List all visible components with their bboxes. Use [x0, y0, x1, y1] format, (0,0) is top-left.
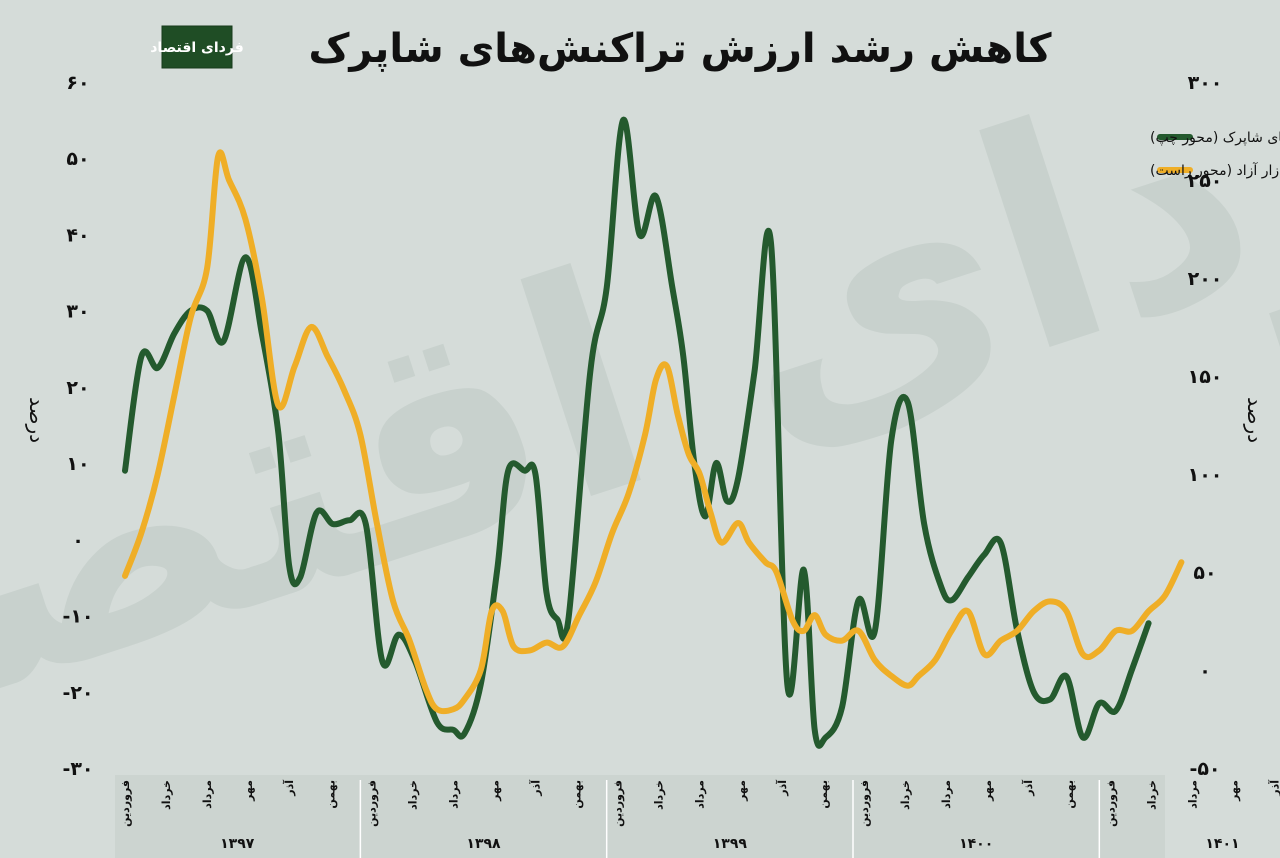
- series-line-shaparak: [122, 117, 1152, 749]
- left-tick-label: ۵۰: [66, 148, 89, 170]
- month-label: مهر: [981, 780, 994, 802]
- chart-title: کاهش رشد ارزش تراکنش‌های شاپرک: [308, 26, 1052, 72]
- month-label: آذر: [1267, 780, 1280, 797]
- right-tick-label: ۱۰۰: [1188, 464, 1223, 486]
- logo-text: فردای اقتصاد: [150, 40, 243, 56]
- month-label: مرداد: [694, 780, 707, 809]
- y-axis-label-left: درصد: [25, 397, 49, 443]
- month-label: خرداد: [899, 780, 912, 810]
- right-tick-label: ۰: [1199, 660, 1211, 682]
- month-label: مرداد: [940, 780, 953, 809]
- month-label: خرداد: [406, 780, 419, 810]
- right-tick-label: -۵۰: [1189, 758, 1220, 780]
- left-tick-label: ۲۰: [66, 377, 89, 399]
- month-label: مهر: [1227, 780, 1240, 802]
- month-label: مرداد: [201, 780, 214, 809]
- month-label: بهمن: [571, 780, 584, 809]
- right-tick-label: ۳۰۰: [1188, 72, 1223, 94]
- month-label: بهمن: [324, 780, 337, 809]
- month-label: آذر: [282, 780, 296, 797]
- logo: فردای اقتصاد: [150, 25, 244, 69]
- right-tick-label: ۲۰۰: [1188, 268, 1223, 290]
- month-label: فروردین: [365, 780, 378, 827]
- left-tick-label: ۶۰: [66, 72, 89, 94]
- year-label: ۱۴۰۱: [1205, 836, 1239, 852]
- month-label: فروردین: [119, 780, 132, 827]
- right-tick-label: ۱۵۰: [1188, 366, 1223, 388]
- left-tick-label: -۳۰: [62, 758, 93, 780]
- year-label: ۱۳۹۷: [220, 836, 255, 852]
- month-label: مرداد: [1186, 780, 1199, 809]
- month-label: بهمن: [1063, 780, 1076, 809]
- month-label: خرداد: [653, 780, 666, 810]
- legend-label: رشد سالانه ارزش حقیقی تراکنش‌های شاپرک (…: [1150, 130, 1280, 146]
- year-label: ۱۴۰۰: [959, 836, 993, 852]
- left-axis-ticks: ۶۰ ۵۰ ۴۰ ۳۰ ۲۰ ۱۰ ۰ -۱۰ -۲۰ -۳۰: [62, 72, 93, 780]
- left-tick-label: -۱۰: [62, 606, 93, 628]
- y-axis-label-right: درصد: [1243, 397, 1267, 443]
- year-labels: ۱۳۹۷ ۱۳۹۸ ۱۳۹۹ ۱۴۰۰ ۱۴۰۱: [220, 780, 1240, 858]
- left-tick-label: ۰: [72, 529, 84, 551]
- left-tick-label: ۱۰: [66, 453, 89, 475]
- month-label: خرداد: [160, 780, 173, 810]
- month-labels: فروردین خرداد مرداد مهر آذر بهمن فروردین خرداد م…: [119, 780, 1280, 827]
- month-label: فروردین: [612, 780, 625, 827]
- month-label: فروردین: [1104, 780, 1117, 827]
- month-label: آذر: [529, 780, 543, 797]
- series-group: [122, 117, 1185, 749]
- right-tick-label: ۵۰: [1193, 562, 1216, 584]
- month-label: مرداد: [447, 780, 460, 809]
- legend: رشد سالانه ارزش حقیقی تراکنش‌های شاپرک (…: [1150, 130, 1280, 179]
- logo-box: [161, 25, 233, 69]
- month-label: آذر: [775, 780, 789, 797]
- left-tick-label: -۲۰: [62, 682, 93, 704]
- left-tick-label: ۳۰: [66, 301, 89, 323]
- right-axis-ticks: ۳۰۰ ۲۵۰ ۲۰۰ ۱۵۰ ۱۰۰ ۵۰ ۰ -۵۰: [1188, 72, 1223, 780]
- month-label: بهمن: [817, 780, 830, 809]
- series-line-dollar: [122, 149, 1185, 715]
- right-tick-label: ۲۵۰: [1188, 170, 1223, 192]
- month-label: مهر: [735, 780, 748, 802]
- month-label: فروردین: [858, 780, 871, 827]
- year-label: ۱۳۹۹: [713, 836, 748, 852]
- x-axis-band: [115, 775, 1165, 858]
- month-label: مهر: [242, 780, 255, 802]
- month-label: آذر: [1021, 780, 1035, 797]
- legend-label: رشد سالانه دلار بازار آزاد (محور راست): [1150, 162, 1280, 179]
- year-label: ۱۳۹۸: [466, 836, 501, 852]
- month-label: خرداد: [1145, 780, 1158, 810]
- month-label: مهر: [488, 780, 501, 802]
- left-tick-label: ۴۰: [66, 224, 89, 246]
